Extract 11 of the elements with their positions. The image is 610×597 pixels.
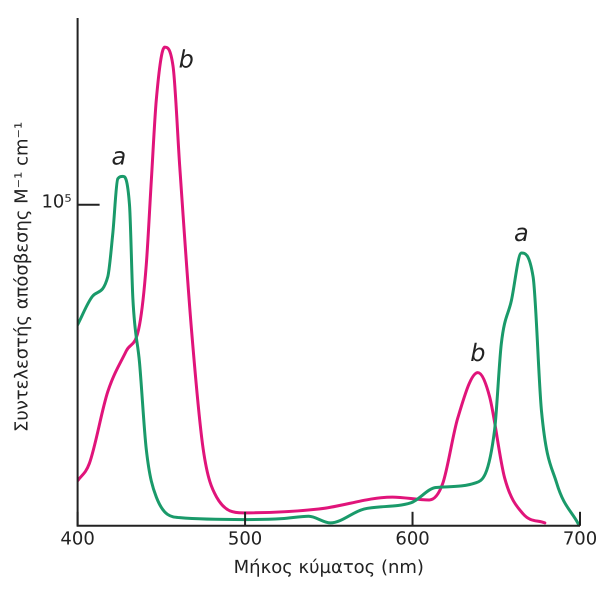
annotation: b: [470, 338, 486, 367]
annotation: a: [514, 219, 529, 248]
y-axis-title: Συντελεστής απόσβεσης M⁻¹ cm⁻¹: [11, 122, 32, 432]
series-label: b: [178, 45, 194, 74]
x-tick-label: 600: [395, 528, 430, 550]
text: 10⁵: [41, 191, 72, 212]
x-tick-label: 700: [562, 528, 598, 550]
x-tick-label: 500: [228, 528, 262, 550]
series-label: a: [111, 142, 126, 171]
x-axis-title: Μήκος κύματος (nm): [234, 556, 424, 578]
x-tick-label: 400: [60, 528, 95, 550]
